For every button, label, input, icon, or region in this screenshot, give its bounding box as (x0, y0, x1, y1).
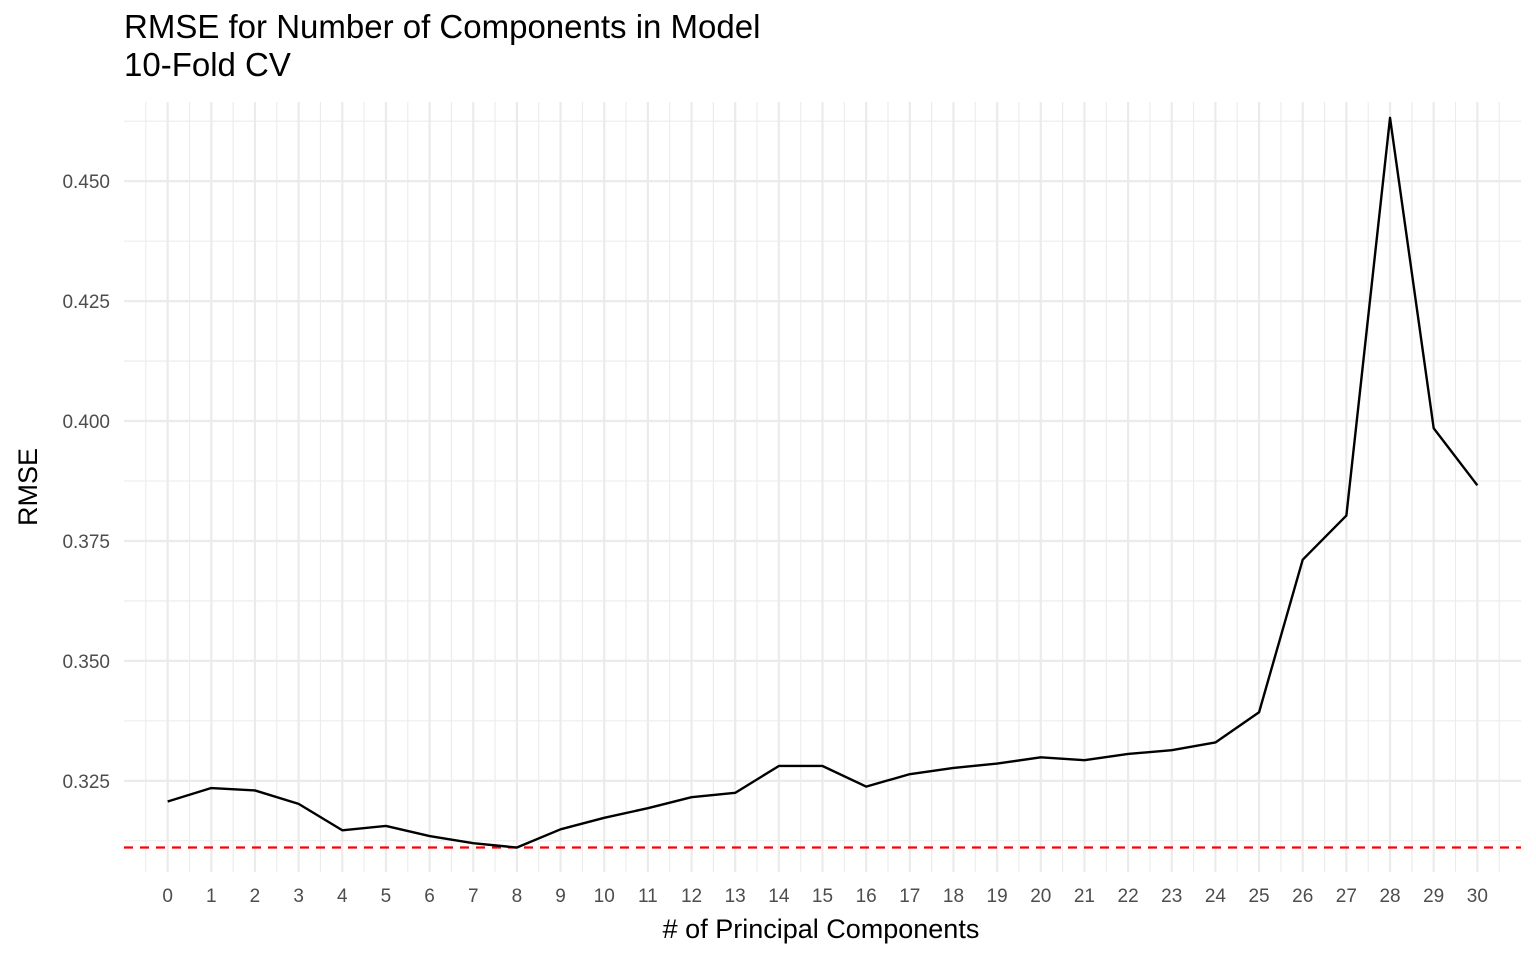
x-tick-label: 7 (468, 886, 479, 907)
x-tick-label: 16 (856, 886, 877, 907)
x-tick-label: 27 (1336, 886, 1357, 907)
x-tick-label: 1 (206, 886, 217, 907)
x-tick-label: 9 (555, 886, 566, 907)
y-axis-tick-labels: 0.325 0.350 0.375 0.400 0.425 0.450 (62, 172, 110, 793)
x-tick-label: 19 (987, 886, 1008, 907)
x-tick-label: 14 (768, 886, 790, 907)
x-tick-label: 5 (381, 886, 392, 907)
x-tick-label: 25 (1248, 886, 1269, 907)
x-tick-label: 23 (1161, 886, 1182, 907)
x-tick-label: 28 (1379, 886, 1400, 907)
x-tick-label: 30 (1467, 886, 1488, 907)
y-tick-label: 0.400 (62, 412, 110, 433)
x-tick-label: 29 (1423, 886, 1444, 907)
title-block: RMSE for Number of Components in Model 1… (124, 8, 760, 84)
y-tick-label: 0.375 (62, 532, 110, 553)
x-axis-title: # of Principal Components (663, 914, 980, 944)
x-tick-label: 12 (681, 886, 702, 907)
y-tick-label: 0.450 (62, 172, 110, 193)
major-gridlines (124, 102, 1521, 872)
x-tick-label: 11 (638, 886, 658, 907)
x-tick-label: 22 (1118, 886, 1139, 907)
x-tick-label: 8 (512, 886, 523, 907)
x-tick-label: 20 (1030, 886, 1051, 907)
x-tick-label: 0 (162, 886, 173, 907)
x-tick-label: 15 (812, 886, 833, 907)
x-axis-tick-labels: 0 1 2 3 4 5 6 7 8 9 10 11 12 13 14 15 16 17 18 19 20 21 22 23 24… (162, 886, 1488, 907)
x-tick-label: 4 (337, 886, 348, 907)
chart-subtitle: 10-Fold CV (124, 46, 291, 83)
x-tick-label: 2 (250, 886, 261, 907)
x-tick-label: 6 (424, 886, 435, 907)
y-tick-label: 0.425 (62, 292, 110, 313)
y-axis-title: RMSE (13, 448, 43, 526)
x-tick-label: 24 (1205, 886, 1227, 907)
chart-title: RMSE for Number of Components in Model (124, 8, 761, 45)
y-tick-label: 0.325 (62, 772, 110, 793)
x-tick-label: 18 (943, 886, 964, 907)
series-line (167, 116, 1479, 849)
x-tick-label: 17 (899, 886, 920, 907)
x-tick-label: 3 (293, 886, 304, 907)
x-tick-label: 26 (1292, 886, 1313, 907)
series-layer (167, 116, 1479, 849)
x-tick-label: 10 (594, 886, 615, 907)
y-tick-label: 0.350 (62, 652, 110, 673)
x-tick-label: 13 (725, 886, 746, 907)
x-tick-label: 21 (1074, 886, 1095, 907)
